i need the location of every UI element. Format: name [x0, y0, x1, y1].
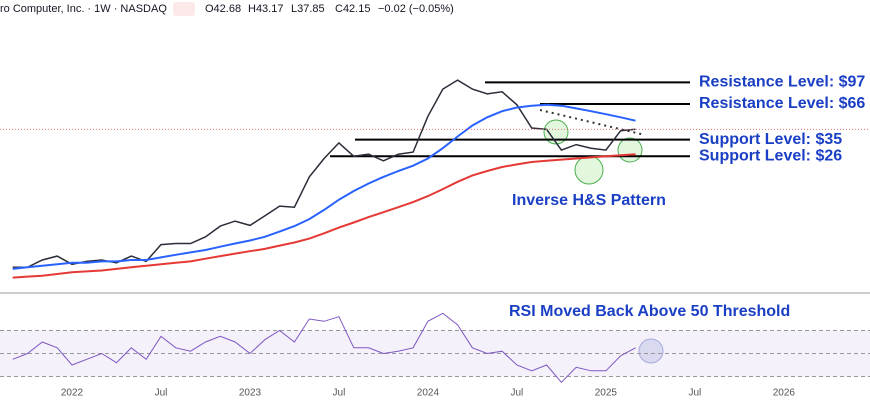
x-tick-label: 2024	[417, 388, 440, 399]
series-line	[12, 153, 636, 279]
close: C42.15	[335, 3, 370, 15]
x-tick-label: Jul	[511, 388, 524, 399]
x-tick-label: 2022	[61, 388, 84, 399]
high: H43.17	[248, 3, 283, 15]
level-label: Resistance Level: $97	[699, 74, 865, 91]
level-label: Support Level: $35	[699, 131, 842, 148]
low: L37.85	[291, 3, 325, 15]
badge	[173, 2, 195, 16]
series-line	[12, 312, 636, 384]
series-line	[12, 103, 636, 270]
head-circle	[574, 155, 604, 185]
annotation: RSI Moved Back Above 50 Threshold	[509, 303, 790, 320]
x-tick-label: Jul	[333, 388, 346, 399]
symbol: ro Computer, Inc. · 1W · NASDAQ	[0, 3, 167, 15]
shoulder-circle	[543, 119, 569, 145]
x-tick-label: 2026	[773, 388, 796, 399]
change: −0.02 (−0.05%)	[378, 3, 454, 15]
series-line	[12, 79, 636, 269]
x-tick-label: 2025	[595, 388, 618, 399]
shoulder-circle	[617, 137, 643, 163]
annotation: Inverse H&S Pattern	[512, 192, 666, 209]
x-tick-label: 2023	[239, 388, 262, 399]
level-label: Resistance Level: $66	[699, 95, 865, 112]
x-tick-label: Jul	[155, 388, 168, 399]
level-label: Support Level: $26	[699, 147, 842, 164]
open: O42.68	[205, 3, 241, 15]
x-tick-label: Jul	[688, 388, 701, 399]
